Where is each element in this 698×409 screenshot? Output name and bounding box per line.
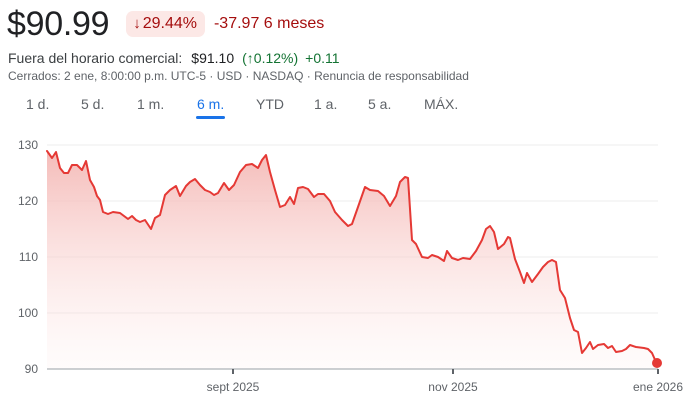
- x-label-sept-2025: sept 2025: [207, 380, 260, 394]
- y-axis-labels: 130 120 110 100 90: [18, 138, 38, 376]
- market-meta: Cerrados: 2 ene, 8:00:00 p.m. UTC-5 · US…: [8, 69, 469, 83]
- y-label-110: 110: [19, 250, 38, 264]
- current-price: $90.99: [7, 5, 110, 43]
- tab-1y[interactable]: 1 a.: [314, 96, 338, 112]
- after-hours-change: +0.11: [305, 50, 340, 66]
- after-hours-price: $91.10: [191, 50, 235, 66]
- x-label-ene-2026: ene 2026: [633, 380, 683, 394]
- after-hours-percent: (↑0.12%): [242, 50, 299, 66]
- tab-5y[interactable]: 5 a.: [368, 96, 392, 112]
- tab-1d[interactable]: 1 d.: [26, 96, 50, 112]
- tab-1m[interactable]: 1 m.: [137, 96, 165, 112]
- tab-6m[interactable]: 6 m.: [195, 96, 226, 119]
- after-hours-row: Fuera del horario comercial: $91.10 (↑0.…: [8, 50, 340, 66]
- price-area-fill: [47, 151, 656, 369]
- y-label-130: 130: [18, 138, 38, 152]
- price-line: [46, 150, 657, 363]
- quote-header: $90.99 ↓ 29.44% -37.97 6 meses: [7, 4, 324, 44]
- x-axis-labels: sept 2025 nov 2025 ene 2026: [207, 380, 684, 394]
- change-percent-badge: ↓ 29.44%: [126, 11, 205, 37]
- change-absolute-period: -37.97 6 meses: [213, 15, 325, 32]
- y-label-90: 90: [25, 362, 39, 376]
- arrow-down-icon: ↓: [133, 15, 141, 32]
- y-label-120: 120: [18, 194, 38, 208]
- tab-ytd[interactable]: YTD: [256, 96, 284, 112]
- y-label-100: 100: [18, 306, 38, 320]
- tab-5d[interactable]: 5 d.: [81, 96, 105, 112]
- x-label-nov-2025: nov 2025: [428, 380, 478, 394]
- x-axis-ticks: [232, 369, 659, 374]
- after-hours-label: Fuera del horario comercial:: [8, 50, 183, 66]
- last-price-marker: [652, 358, 662, 368]
- tab-max[interactable]: MÁX.: [424, 96, 459, 112]
- change-percent: 29.44%: [142, 15, 197, 32]
